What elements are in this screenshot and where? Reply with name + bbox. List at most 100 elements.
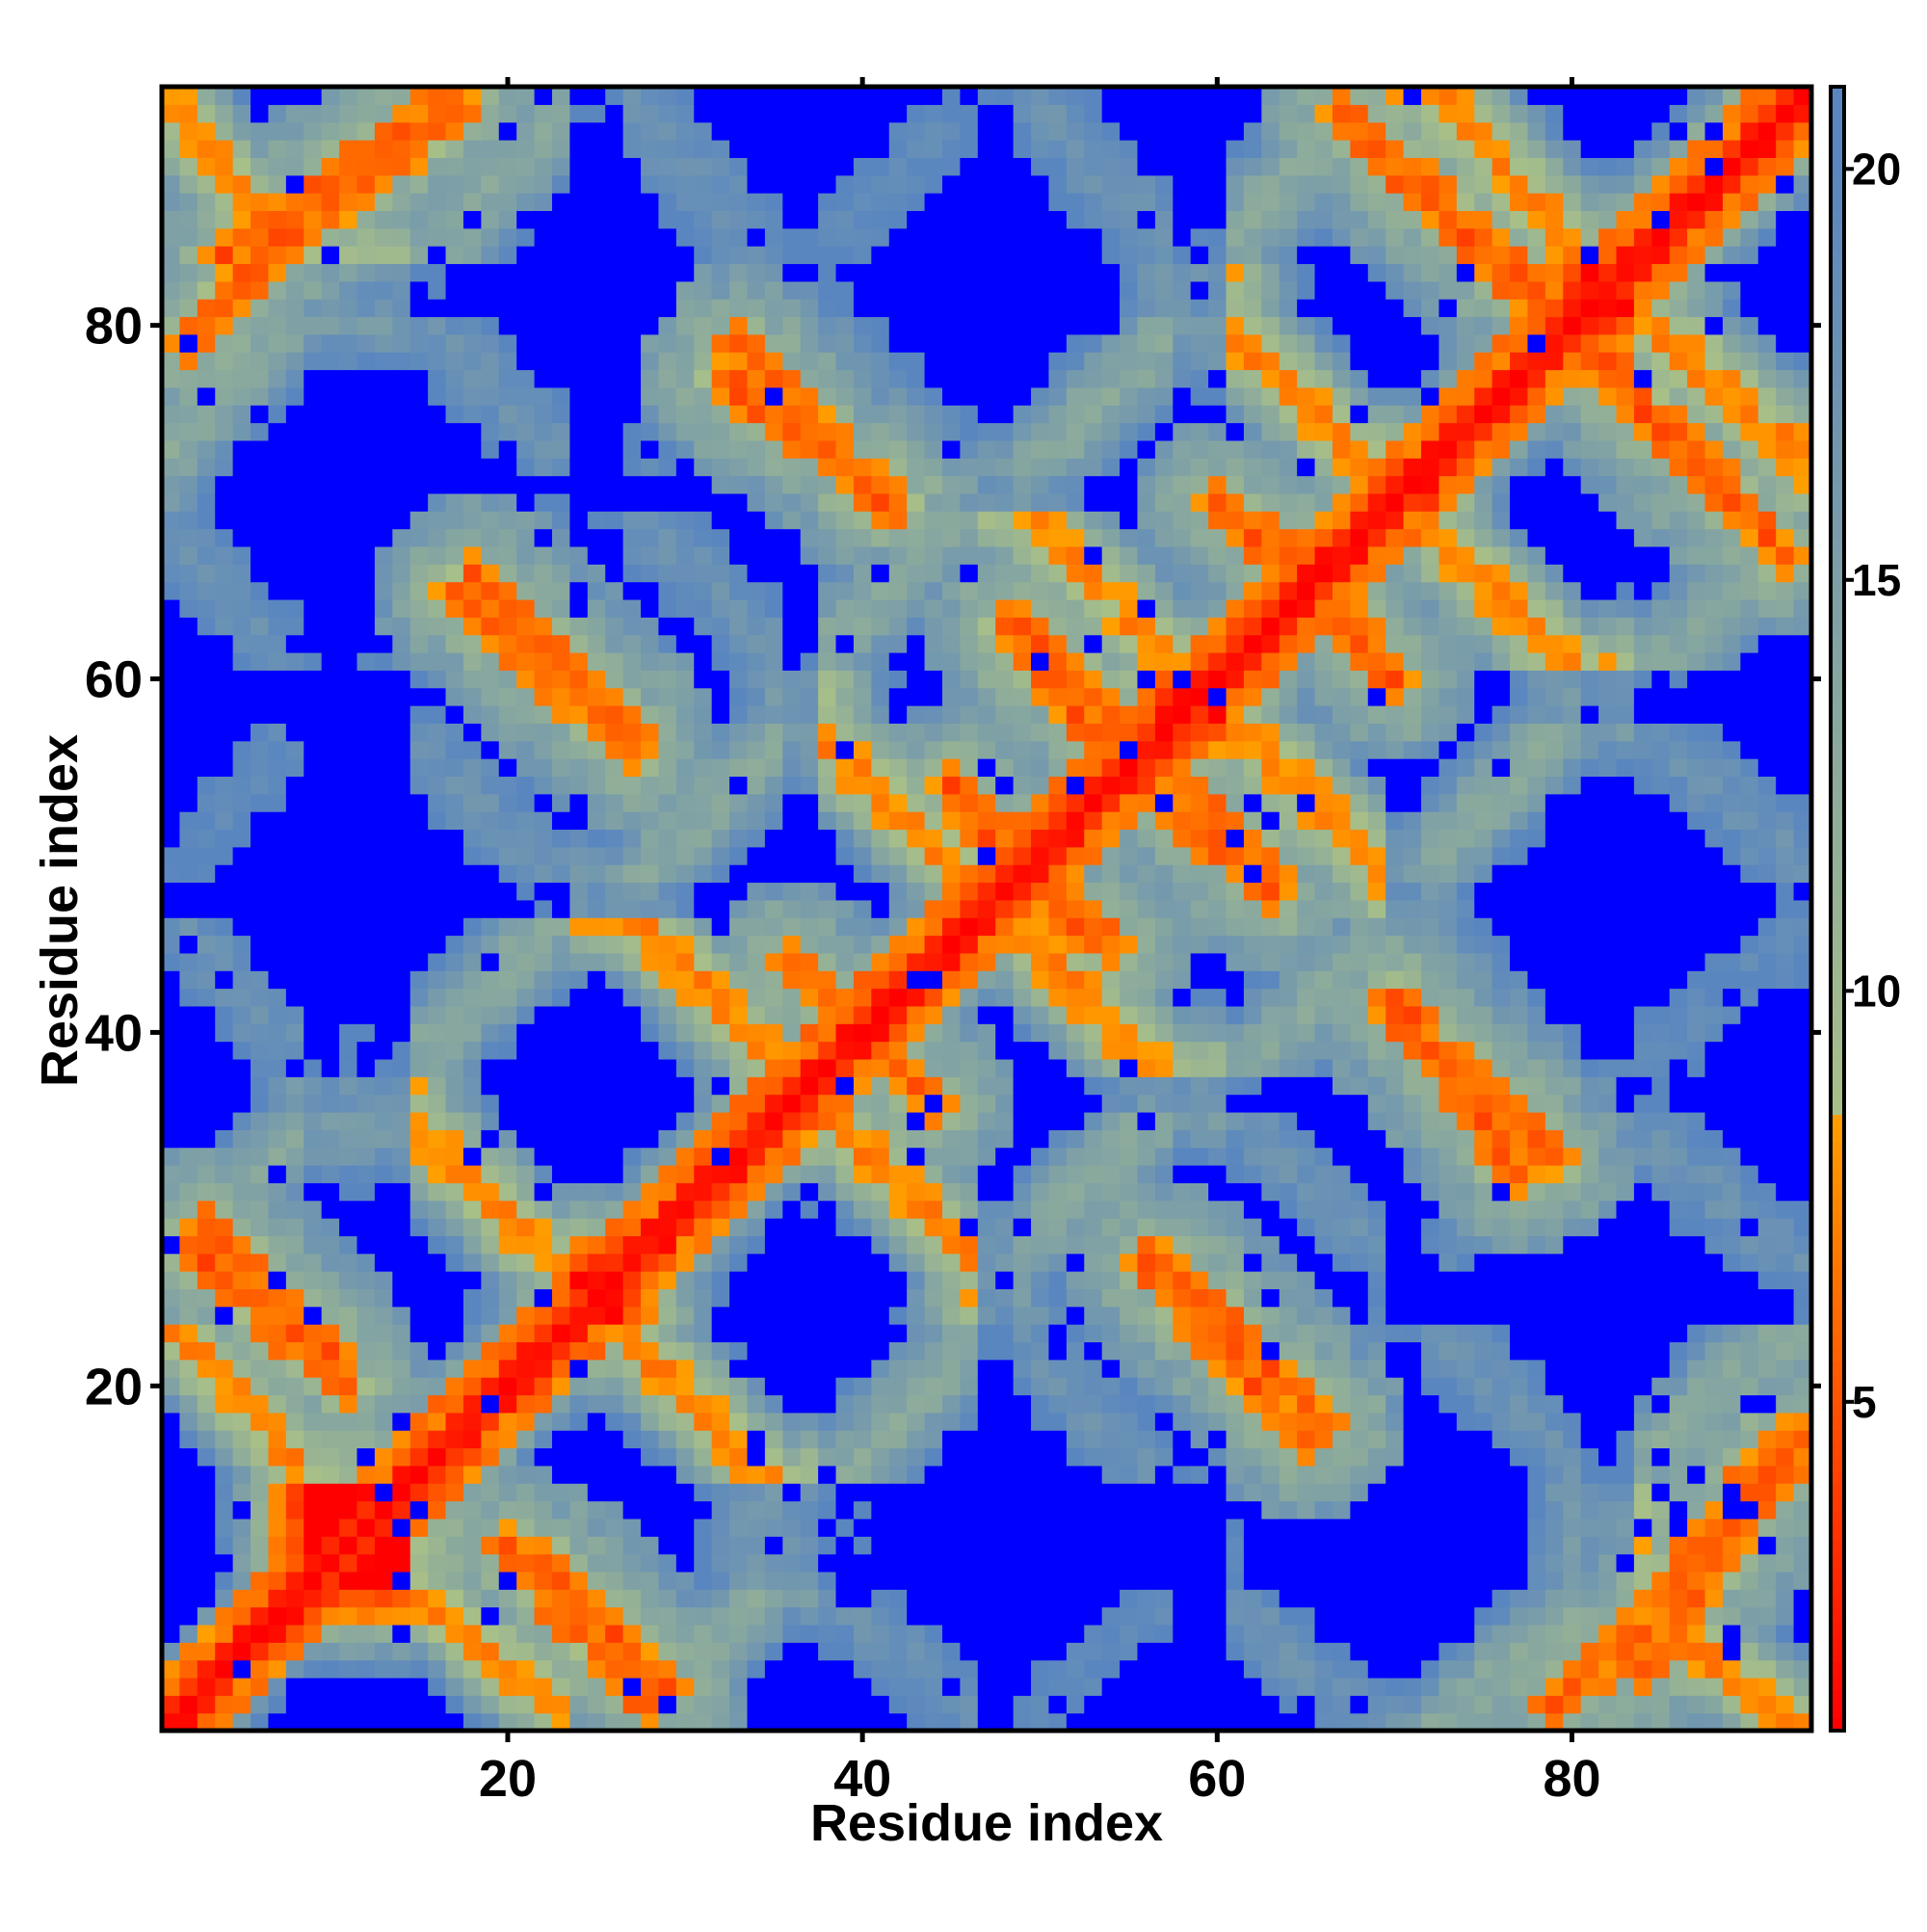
heatmap-cell bbox=[888, 1111, 908, 1130]
heatmap-cell bbox=[675, 1306, 695, 1325]
heatmap-cell bbox=[409, 1041, 429, 1060]
heatmap-cell bbox=[711, 157, 730, 176]
heatmap-cell bbox=[800, 652, 819, 671]
heatmap-cell bbox=[694, 405, 713, 424]
heatmap-cell bbox=[853, 1642, 872, 1661]
heatmap-cell bbox=[888, 687, 908, 706]
heatmap-cell bbox=[516, 864, 536, 884]
heatmap-cell bbox=[587, 1023, 606, 1043]
heatmap-cell bbox=[232, 1606, 251, 1626]
heatmap-cell bbox=[268, 528, 287, 547]
heatmap-cell bbox=[321, 528, 340, 547]
heatmap-cell bbox=[162, 1677, 181, 1696]
heatmap-cell bbox=[215, 1571, 234, 1590]
heatmap-cell bbox=[1048, 87, 1068, 105]
heatmap-cell bbox=[960, 1200, 979, 1219]
heatmap-cell bbox=[888, 899, 908, 918]
heatmap-cell bbox=[800, 1182, 819, 1202]
heatmap-cell bbox=[215, 475, 234, 494]
heatmap-cell bbox=[392, 864, 411, 884]
heatmap-cell bbox=[251, 299, 270, 318]
heatmap-cell bbox=[729, 1553, 749, 1573]
heatmap-cell bbox=[516, 1377, 536, 1396]
heatmap-cell bbox=[711, 1553, 730, 1573]
heatmap-cell bbox=[534, 1058, 553, 1077]
heatmap-cell bbox=[675, 1553, 695, 1573]
heatmap-cell bbox=[1084, 1518, 1103, 1537]
heatmap-cell bbox=[569, 1677, 589, 1696]
heatmap-cell bbox=[232, 1659, 251, 1679]
heatmap-cell bbox=[481, 511, 500, 530]
heatmap-cell bbox=[587, 1076, 606, 1096]
heatmap-cell bbox=[977, 740, 996, 759]
heatmap-cell bbox=[498, 1606, 517, 1626]
heatmap-cell bbox=[853, 970, 872, 990]
heatmap-cell bbox=[977, 157, 996, 176]
heatmap-cell bbox=[304, 1076, 323, 1096]
heatmap-cell bbox=[304, 564, 323, 583]
heatmap-cell bbox=[1031, 687, 1050, 706]
heatmap-cell bbox=[268, 210, 287, 229]
heatmap-cell bbox=[729, 1218, 749, 1236]
heatmap-cell bbox=[622, 776, 642, 795]
heatmap-cell bbox=[516, 811, 536, 831]
heatmap-cell bbox=[162, 1023, 181, 1043]
heatmap-cell bbox=[551, 1695, 570, 1714]
heatmap-cell bbox=[321, 299, 340, 318]
heatmap-cell bbox=[641, 1695, 660, 1714]
heatmap-cell bbox=[356, 246, 376, 265]
heatmap-cell bbox=[587, 386, 606, 406]
heatmap-cell bbox=[569, 882, 589, 901]
heatmap-cell bbox=[800, 1005, 819, 1024]
heatmap-cell bbox=[428, 634, 447, 653]
heatmap-cell bbox=[818, 970, 837, 990]
heatmap-cell bbox=[977, 1218, 996, 1236]
heatmap-cell bbox=[605, 758, 624, 778]
heatmap-cell bbox=[1048, 1129, 1068, 1149]
heatmap-cell bbox=[764, 1712, 783, 1732]
heatmap-cell bbox=[409, 1500, 429, 1520]
heatmap-cell bbox=[232, 1518, 251, 1537]
heatmap-cell bbox=[853, 1023, 872, 1043]
heatmap-cell bbox=[977, 227, 996, 247]
heatmap-cell bbox=[694, 652, 713, 671]
heatmap-cell bbox=[835, 352, 855, 371]
heatmap-cell bbox=[356, 280, 376, 300]
heatmap-cell bbox=[800, 1589, 819, 1608]
heatmap-cell bbox=[729, 1341, 749, 1361]
heatmap-cell bbox=[941, 1023, 961, 1043]
heatmap-cell bbox=[481, 1589, 500, 1608]
heatmap-cell bbox=[924, 687, 943, 706]
heatmap-cell bbox=[1031, 1465, 1050, 1484]
heatmap-cell bbox=[1066, 121, 1085, 141]
heatmap-cell bbox=[694, 246, 713, 265]
heatmap-cell bbox=[924, 1359, 943, 1378]
heatmap-cell bbox=[995, 952, 1015, 971]
heatmap-cell bbox=[304, 988, 323, 1007]
heatmap-cell bbox=[888, 1200, 908, 1219]
heatmap-cell bbox=[1048, 210, 1068, 229]
heatmap-cell bbox=[197, 157, 216, 176]
heatmap-cell bbox=[941, 670, 961, 689]
heatmap-cell bbox=[179, 492, 198, 512]
heatmap-cell bbox=[871, 1518, 890, 1537]
heatmap-cell bbox=[1048, 280, 1068, 300]
heatmap-cell bbox=[1066, 1642, 1085, 1661]
heatmap-cell bbox=[162, 386, 181, 406]
heatmap-cell bbox=[1101, 1377, 1121, 1396]
heatmap-cell bbox=[498, 1164, 517, 1183]
heatmap-cell bbox=[268, 1412, 287, 1431]
heatmap-cell bbox=[747, 564, 766, 583]
heatmap-cell bbox=[1084, 210, 1103, 229]
heatmap-cell bbox=[215, 1235, 234, 1255]
heatmap-cell bbox=[1031, 246, 1050, 265]
heatmap-cell bbox=[551, 1023, 570, 1043]
heatmap-cell bbox=[782, 687, 802, 706]
heatmap-cell bbox=[232, 1147, 251, 1166]
heatmap-cell bbox=[835, 740, 855, 759]
heatmap-cell bbox=[658, 617, 677, 636]
heatmap-cell bbox=[179, 174, 198, 194]
heatmap-cell bbox=[941, 369, 961, 388]
heatmap-cell bbox=[534, 1447, 553, 1467]
heatmap-cell bbox=[658, 475, 677, 494]
